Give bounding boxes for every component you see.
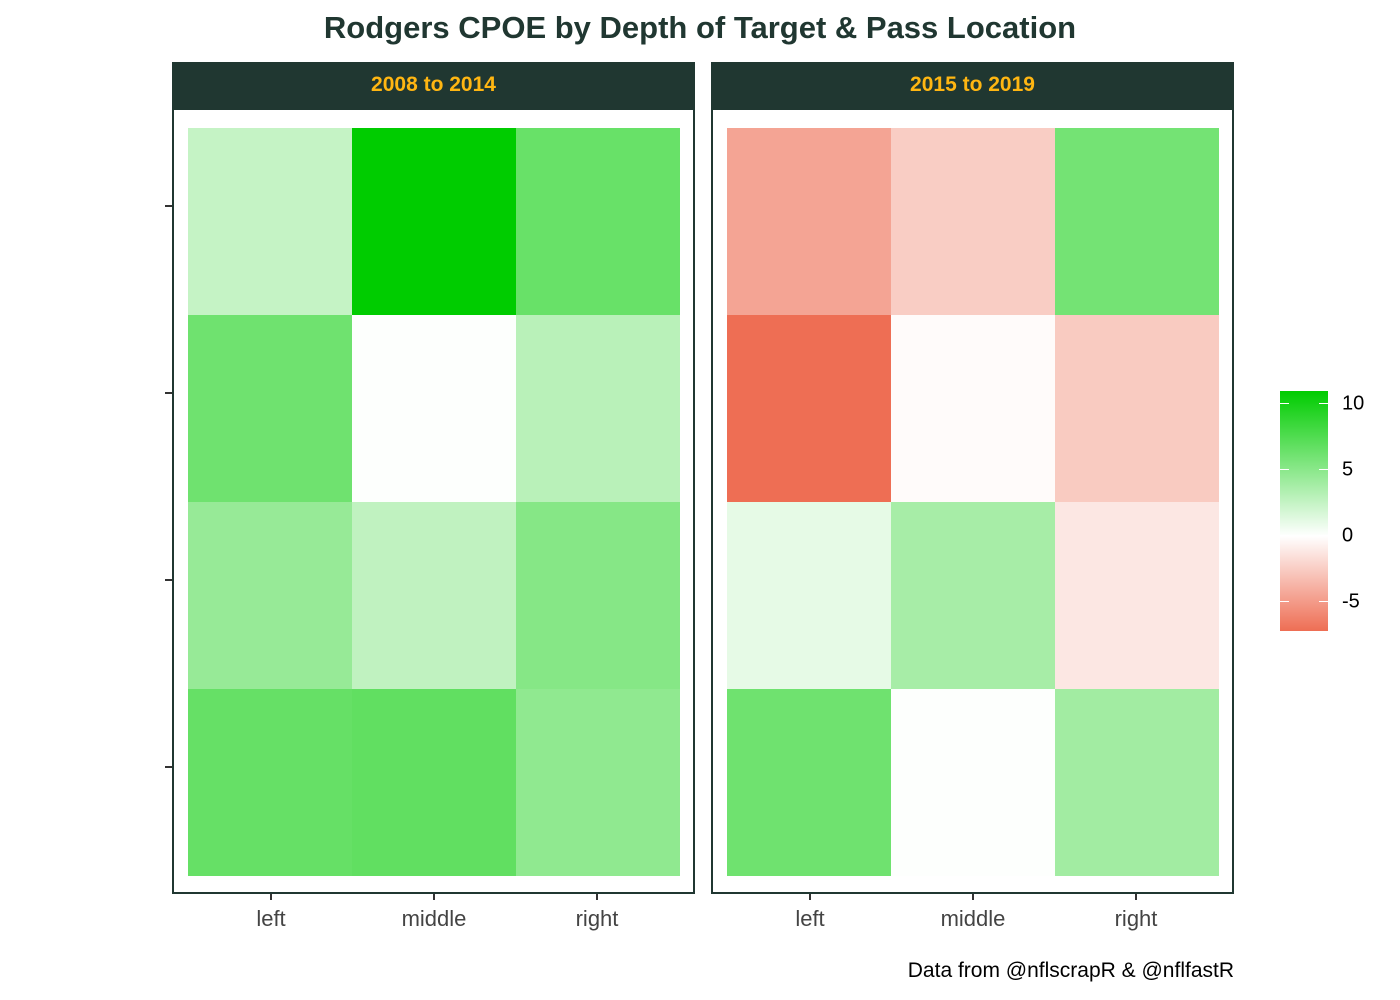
x-tick-mark bbox=[809, 894, 811, 900]
legend-tick-mark bbox=[1319, 403, 1328, 405]
x-tick-mark bbox=[433, 894, 435, 900]
legend-tick-label: 5 bbox=[1342, 458, 1354, 481]
y-tick-mark bbox=[165, 204, 172, 207]
heatmap-tile bbox=[1055, 502, 1219, 689]
x-tick-label: right bbox=[1114, 906, 1158, 931]
heatmap-tile bbox=[188, 128, 352, 315]
legend-colorbar bbox=[1280, 391, 1328, 631]
heatmap-tile bbox=[1055, 128, 1219, 315]
x-tick-mark bbox=[972, 894, 974, 900]
x-tick-label: middle bbox=[401, 906, 467, 931]
heatmap-tile bbox=[727, 689, 891, 876]
heatmap-tile bbox=[188, 315, 352, 502]
heatmap-tile bbox=[352, 315, 516, 502]
heatmap-tile bbox=[188, 502, 352, 689]
heatmap-tile bbox=[1055, 315, 1219, 502]
x-tick-mark bbox=[270, 894, 272, 900]
x-tick-mark bbox=[596, 894, 598, 900]
heatmap-tile bbox=[727, 315, 891, 502]
heatmap-tile bbox=[352, 128, 516, 315]
facet-strip-2: 2015 to 2019 bbox=[711, 62, 1234, 108]
chart-caption: Data from @nflscrapR & @nflfastR bbox=[907, 959, 1234, 982]
legend-tick-mark bbox=[1319, 600, 1328, 602]
heatmap-tile bbox=[516, 502, 680, 689]
x-tick-label: middle bbox=[940, 906, 1006, 931]
chart-title: Rodgers CPOE by Depth of Target & Pass L… bbox=[323, 10, 1077, 45]
heatmap-tile bbox=[891, 315, 1055, 502]
heatmap-tile bbox=[352, 502, 516, 689]
y-tick-mark bbox=[165, 578, 172, 581]
heatmap-tile bbox=[516, 128, 680, 315]
y-tick-mark bbox=[165, 391, 172, 394]
heatmap-tile bbox=[516, 689, 680, 876]
heatmap-tile bbox=[727, 128, 891, 315]
x-tick-label: right bbox=[575, 906, 619, 931]
legend-tick-mark bbox=[1319, 469, 1328, 471]
facet-strip-1: 2008 to 2014 bbox=[172, 62, 695, 108]
heatmap-tile bbox=[891, 502, 1055, 689]
legend-tick-mark bbox=[1280, 600, 1289, 602]
x-tick-mark bbox=[1135, 894, 1137, 900]
legend-tick-mark bbox=[1319, 535, 1328, 537]
legend-tick-mark bbox=[1280, 403, 1289, 405]
x-tick-label: left bbox=[795, 906, 825, 931]
heatmap-tile bbox=[1055, 689, 1219, 876]
legend-tick-mark bbox=[1280, 535, 1289, 537]
x-tick-label: left bbox=[256, 906, 286, 931]
heatmap-tile bbox=[188, 689, 352, 876]
heatmap-tile bbox=[891, 128, 1055, 315]
legend-tick-label: -5 bbox=[1342, 590, 1360, 613]
heatmap-tile bbox=[516, 315, 680, 502]
heatmap-tile bbox=[352, 689, 516, 876]
legend-tick-label: 10 bbox=[1342, 392, 1365, 415]
y-tick-mark bbox=[165, 765, 172, 768]
legend-tick-mark bbox=[1280, 469, 1289, 471]
legend-tick-label: 0 bbox=[1342, 524, 1354, 547]
heatmap-tile bbox=[727, 502, 891, 689]
heatmap-tile bbox=[891, 689, 1055, 876]
